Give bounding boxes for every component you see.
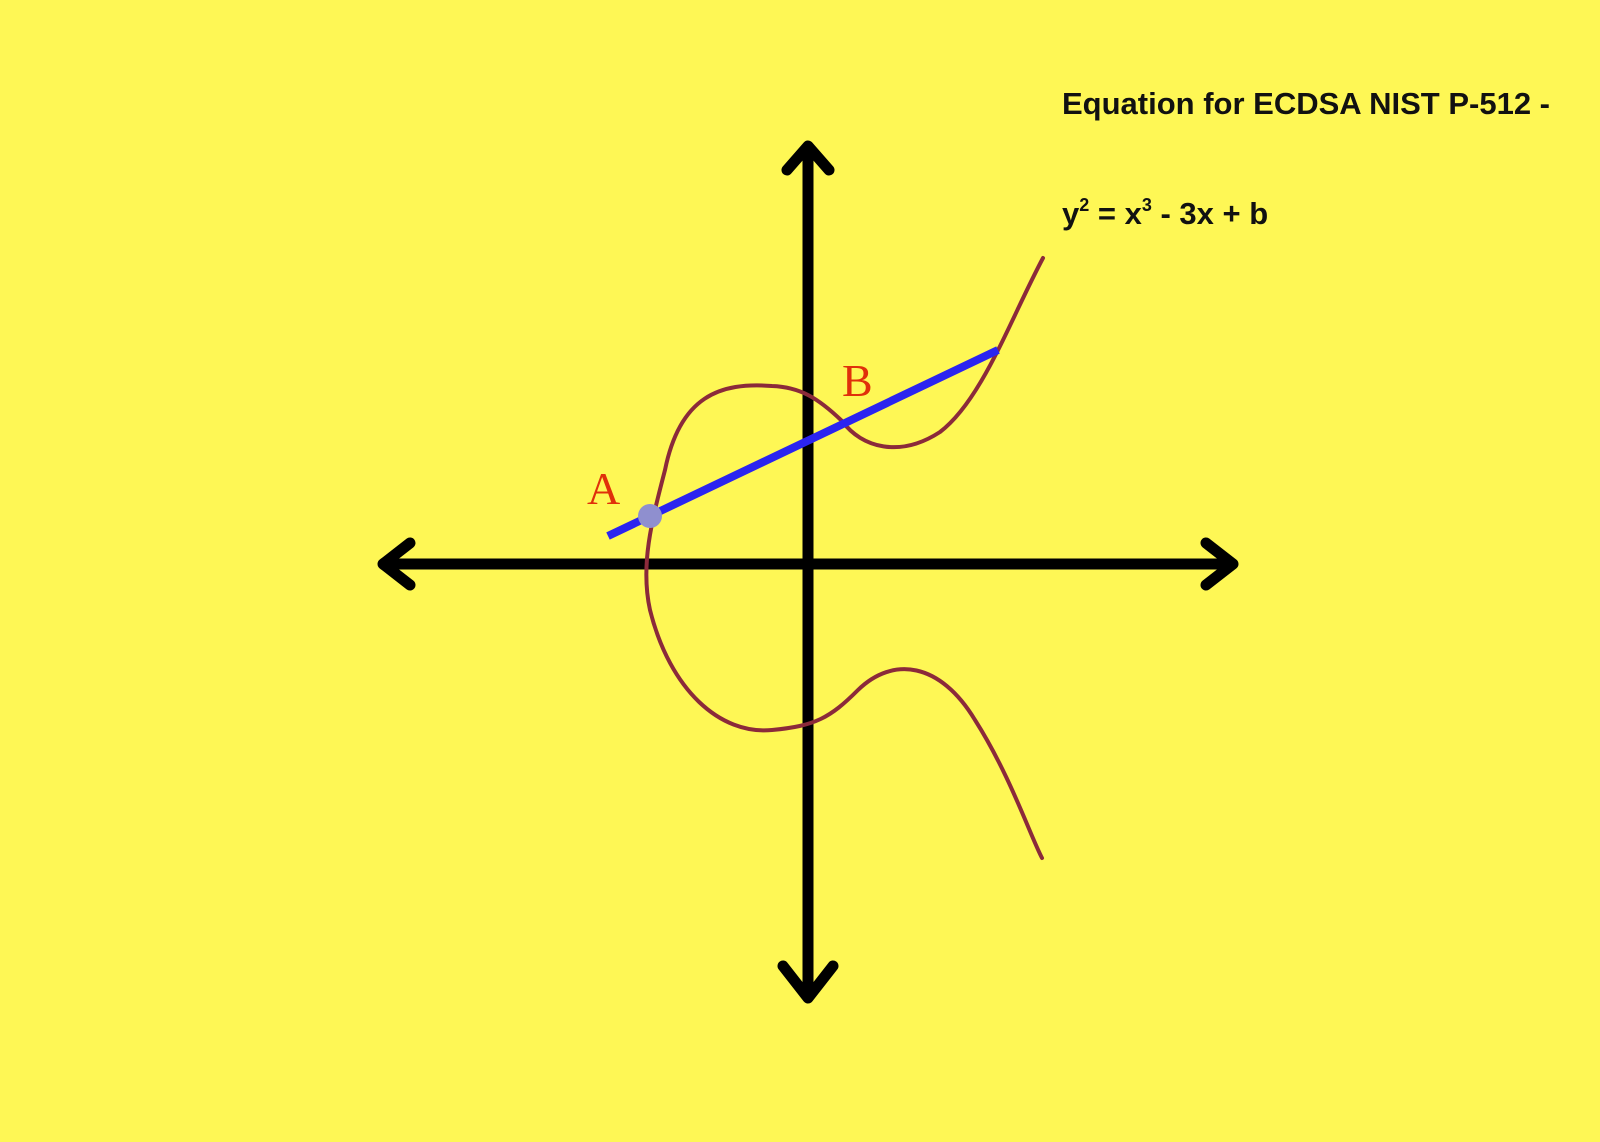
x-axis-left-arrowhead <box>377 537 416 591</box>
point-a-marker <box>638 504 662 528</box>
formula-rest: - 3x + b <box>1151 196 1269 231</box>
y-axis-top-arrowhead <box>781 140 835 176</box>
equation-title: Equation for ECDSA NIST P-512 - <box>1062 86 1551 121</box>
y-axis <box>777 140 839 1004</box>
point-b-label: B <box>842 355 873 406</box>
elliptic-curve <box>644 256 1045 860</box>
formula-equals: = <box>1089 196 1125 231</box>
formula-y: y <box>1062 196 1080 231</box>
point-a-label: A <box>587 463 620 514</box>
x-axis-right-arrowhead <box>1200 537 1239 591</box>
equation-formula: y2 = x3 - 3x + b <box>1062 196 1268 232</box>
secant-line <box>606 346 1000 540</box>
formula-y-exponent: 2 <box>1079 195 1090 215</box>
formula-x-exponent: 3 <box>1141 195 1152 215</box>
y-axis-bottom-arrowhead <box>777 960 839 1004</box>
formula-x: x <box>1124 196 1142 231</box>
